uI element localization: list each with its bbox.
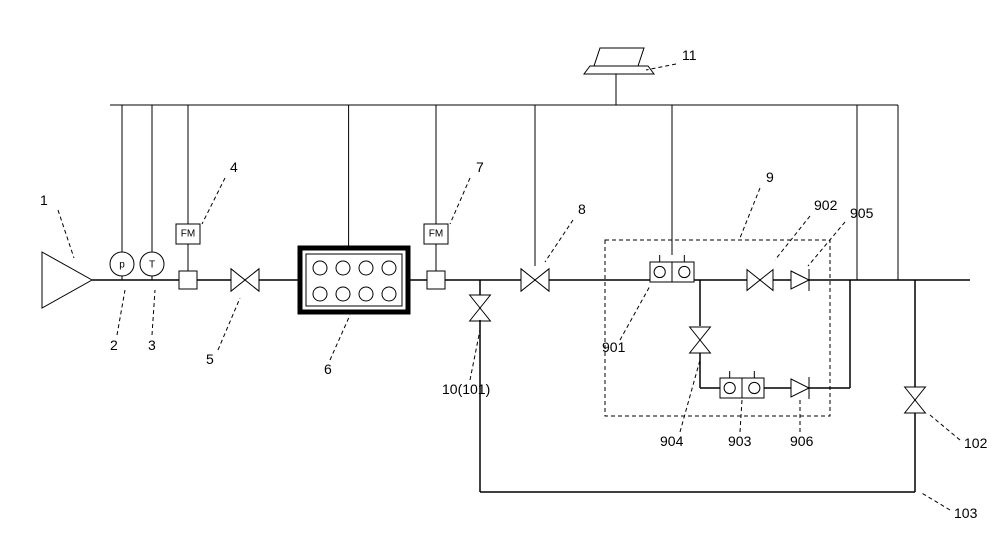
label-n904: 904 [660,433,684,449]
valve-102 [905,387,926,413]
leader-n9 [740,188,760,238]
leader-n5 [218,298,240,350]
label-n6: 6 [324,361,332,377]
fm1-text: FM [181,229,195,240]
label-n1: 1 [40,192,48,208]
valve-10 [470,295,491,321]
inlet-funnel [42,252,92,308]
label-n901: 901 [602,339,626,355]
label-n3: 3 [148,337,156,353]
leader-n904 [680,360,700,432]
piping-diagram: p T FM FM 1 2 3 4 5 6 7 8 9 10(101) 11 901 902 905 904 903 9… [0,0,1000,553]
label-n5: 5 [206,351,214,367]
leader-n10 [470,330,480,380]
label-n103: 103 [954,505,978,521]
label-n10: 10(101) [442,381,490,397]
label-n2: 2 [110,337,118,353]
leader-n8 [545,220,573,262]
label-n11: 11 [682,47,697,63]
check-905 [791,271,809,289]
fm2-text: FM [429,229,443,240]
temperature-sensor-label: T [149,260,155,271]
label-n9: 9 [766,169,774,185]
fm2-junction [427,271,445,289]
fm1-junction [179,271,197,289]
leader-n3 [152,290,155,335]
label-n7: 7 [476,159,484,175]
label-n903: 903 [728,433,752,449]
pressure-sensor-label: p [119,260,125,271]
leader-n905 [808,222,845,266]
leader-n102 [930,415,960,440]
label-n906: 906 [790,433,814,449]
leader-n1 [58,210,74,258]
leader-n4 [202,178,225,224]
label-n102: 102 [964,435,988,451]
label-n905: 905 [850,205,874,221]
leader-n6 [330,315,350,360]
label-n8: 8 [578,201,586,217]
valve-8 [521,269,549,291]
check-906 [791,379,809,397]
valve-5 [231,269,259,291]
leader-n2 [117,290,125,335]
laptop-icon [594,48,644,66]
leader-n901 [620,286,650,340]
label-n4: 4 [230,159,238,175]
process-block-6 [300,248,408,312]
label-n902: 902 [814,197,838,213]
leader-n103 [920,492,950,510]
valve-902 [747,270,773,291]
leader-n7 [450,178,470,224]
leader-n902 [775,216,810,260]
valve-904 [690,327,711,353]
